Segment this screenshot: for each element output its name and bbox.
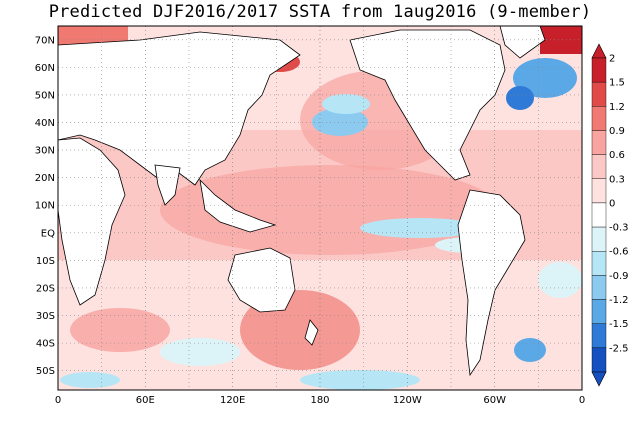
colorbar-label: -0.9 [609,271,629,282]
land-south-america [457,189,526,377]
colorbar-swatch [591,106,607,131]
colorbar-swatch [591,130,607,155]
lon-label: 60E [136,395,155,406]
colorbar [591,43,607,387]
land-new-zealand [304,319,319,346]
colorbar-label: 0.9 [609,126,625,137]
land-india [154,164,181,206]
colorbar-label: -2.5 [609,343,629,354]
longitude-labels: 0 60E 120E 180 120W 60W 0 [55,395,585,406]
land-greenland [499,26,546,59]
colorbar-label: -0.6 [609,247,629,258]
colorbar-label: -0.3 [609,223,629,234]
lon-label: 0 [55,395,61,406]
colorbar-label: -1.2 [609,295,629,306]
lat-label: 40N [35,118,55,129]
colorbar-swatch [591,154,607,179]
colorbar-label: 0.6 [609,150,625,161]
lon-label: 0 [579,395,585,406]
lat-label: EQ [41,228,55,239]
lat-label: 30S [36,311,55,322]
land-australia [227,247,296,313]
lat-label: 10S [36,256,55,267]
colorbar-top-arrow [591,43,607,59]
map-title: Predicted DJF2016/2017 SSTA from 1aug201… [48,2,592,22]
colorbar-swatch [591,299,607,324]
colorbar-label: 1.5 [609,78,625,89]
colorbar-label: -1.5 [609,319,629,330]
map-grid [58,26,582,390]
lon-label: 60W [483,395,506,406]
colorbar-swatch [591,178,607,204]
colorbar-swatch [591,81,607,107]
land-masses [58,26,546,377]
lat-label: 10N [35,201,55,212]
lat-label: 40S [36,339,55,350]
lon-label: 120E [220,395,245,406]
lat-label: 20N [35,173,55,184]
lon-label: 120W [393,395,422,406]
colorbar-label: 0 [609,198,615,209]
lat-label: 70N [35,35,55,46]
colorbar-swatch [591,57,607,83]
colorbar-swatch [591,347,607,373]
colorbar-label: 1.2 [609,102,625,113]
colorbar-swatch [591,323,607,349]
lat-label: 60N [35,63,55,74]
lon-label: 180 [310,395,329,406]
colorbar-label: 2 [609,54,615,65]
lat-label: 30N [35,146,55,157]
colorbar-swatch [591,275,607,300]
lat-label: 50S [36,366,55,377]
colorbar-bottom-arrow [591,371,607,387]
latitude-labels: 70N 60N 50N 40N 30N 20N 10N EQ 10S 20S 30S 40S 50S [35,35,55,377]
land-africa [58,137,126,306]
colorbar-swatch [591,226,607,252]
lat-label: 50N [35,90,55,101]
colorbar-label: 0.3 [609,174,625,185]
colorbar-swatch [591,202,607,228]
colorbar-labels: 2 1.5 1.2 0.9 0.6 0.3 0 -0.3 -0.6 -0.9 -1.2 -1.5 -2.… [609,54,629,355]
lat-label: 20S [36,283,55,294]
map-frame [57,25,583,391]
colorbar-swatch [591,251,607,276]
land-eurasia [58,31,301,186]
land-indonesia [199,178,277,233]
